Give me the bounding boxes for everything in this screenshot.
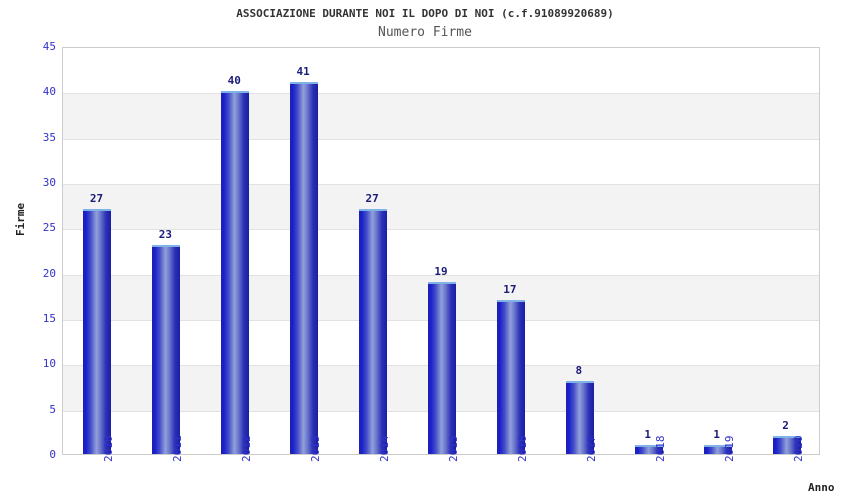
bar-value-label: 27 <box>365 192 379 206</box>
y-tick-label: 15 <box>42 312 56 325</box>
gridline <box>63 93 819 95</box>
gridline <box>63 184 819 185</box>
plot-area <box>62 47 820 455</box>
y-axis-ticks: 0 5 10 15 20 25 30 35 40 45 <box>6 0 56 500</box>
x-tick-label: 2020 <box>791 435 805 463</box>
x-tick-label: 2013 <box>309 435 323 463</box>
x-tick-label: 2015 <box>447 435 460 463</box>
bar-value-label: 19 <box>434 264 448 278</box>
y-tick-label: 0 <box>49 448 56 461</box>
bar <box>359 209 388 454</box>
bar-value-label: 41 <box>296 65 310 79</box>
bar <box>221 91 250 454</box>
gridline <box>63 138 819 140</box>
bar-value-label: 2 <box>782 418 789 432</box>
bar <box>428 281 456 454</box>
bar <box>565 381 594 454</box>
band <box>63 93 819 139</box>
y-tick-label: 35 <box>42 130 56 144</box>
bar <box>703 444 732 454</box>
bar <box>152 245 181 454</box>
y-tick-label: 25 <box>42 221 56 235</box>
bar-value-label: 1 <box>644 427 652 441</box>
bar <box>290 82 319 454</box>
x-tick-label: 2012 <box>240 435 254 463</box>
y-tick-label: 10 <box>42 357 56 371</box>
bar-value-label: 1 <box>713 427 720 441</box>
band <box>63 184 819 230</box>
x-tick-label: 2016 <box>515 435 529 463</box>
y-axis-label: Firme <box>14 202 27 236</box>
x-tick-label: 2017 <box>584 435 598 463</box>
gridline <box>63 274 819 276</box>
bar-value-label: 27 <box>89 192 104 206</box>
bar <box>496 299 525 454</box>
y-tick-label: 30 <box>42 176 56 189</box>
x-axis-label: Anno <box>808 481 835 494</box>
chart-subtitle: Numero Firme <box>378 25 472 40</box>
bar-value-label: 23 <box>158 228 172 242</box>
gridline <box>63 229 819 231</box>
y-tick-label: 45 <box>42 40 56 53</box>
y-tick-label: 20 <box>42 266 56 280</box>
y-tick-label: 5 <box>49 402 56 416</box>
bar-value-label: 40 <box>227 74 241 88</box>
x-tick-label: 2010 <box>102 435 116 463</box>
bar <box>634 444 663 454</box>
bar <box>83 209 112 454</box>
y-tick-label: 40 <box>42 85 56 99</box>
x-tick-label: 2011 <box>171 435 185 463</box>
x-tick-label: 2014 <box>378 435 392 463</box>
bar-value-label: 8 <box>575 364 583 378</box>
bar <box>772 435 801 454</box>
bar-value-label: 17 <box>503 282 517 296</box>
chart-title: ASSOCIAZIONE DURANTE NOI IL DOPO DI NOI … <box>236 7 614 20</box>
